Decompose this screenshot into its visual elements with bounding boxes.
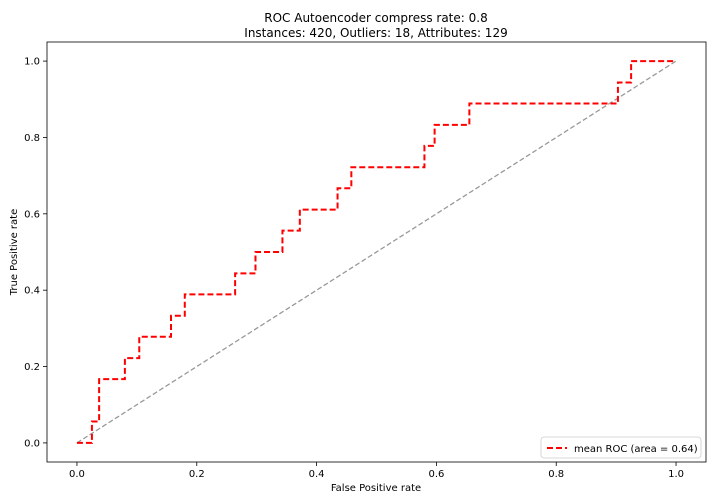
y-tick-label: 0.8: [24, 133, 40, 144]
series-layer: [76, 60, 677, 444]
legend-box: [540, 436, 702, 459]
legend-label-mean-roc: mean ROC (area = 0.64): [574, 444, 698, 455]
x-tick-label: 0.6: [428, 469, 444, 480]
y-tick-label: 0.4: [24, 286, 40, 297]
y-tick-label: 0.0: [24, 438, 40, 449]
x-tick-label: 0.4: [309, 469, 325, 480]
y-tick-label: 0.2: [24, 362, 40, 373]
series-line-chance: [76, 60, 677, 444]
plot-frame: [46, 41, 707, 463]
y-axis-label: True Positive rate: [9, 209, 20, 296]
x-tick-label: 0.0: [69, 469, 85, 480]
x-tick-label: 0.8: [548, 469, 564, 480]
legend: mean ROC (area = 0.64): [540, 436, 702, 459]
y-tick-label: 0.6: [24, 209, 40, 220]
chart-title-line2: Instances: 420, Outliers: 18, Attributes…: [244, 26, 507, 40]
x-axis-ticks: 0.0 0.2 0.4 0.6 0.8 1.0: [69, 462, 684, 480]
x-axis-label: False Positive rate: [331, 483, 421, 494]
y-tick-label: 1.0: [24, 57, 40, 68]
x-tick-label: 1.0: [668, 469, 684, 480]
y-axis-ticks: 0.0 0.2 0.4 0.6 0.8 1.0: [24, 57, 47, 449]
series-line-mean-roc: [76, 60, 677, 444]
chart-title-line1: ROC Autoencoder compress rate: 0.8: [264, 11, 487, 25]
x-tick-label: 0.2: [189, 469, 205, 480]
